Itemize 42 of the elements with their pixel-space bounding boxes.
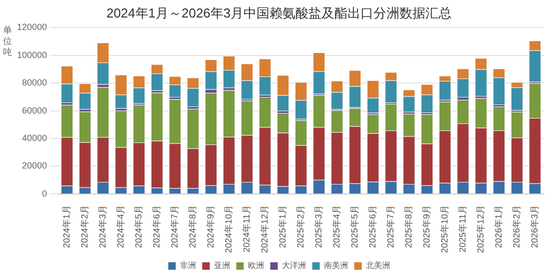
x-tick-label: 2026年1月 — [493, 204, 504, 248]
legend-label: 北美洲 — [366, 261, 390, 270]
x-tick-label: 2025年8月 — [403, 204, 414, 248]
y-tick-label: 60000 — [22, 105, 48, 116]
x-tick-label: 2025年4月 — [332, 204, 342, 248]
x-tick-label: 2024年11月 — [242, 204, 252, 252]
x-tick-label: 2025年11月 — [457, 204, 468, 252]
x-tick-label: 2024年3月 — [98, 204, 108, 248]
legend-label: 亚洲 — [214, 261, 230, 270]
y-tick-label: 20000 — [22, 160, 48, 171]
x-tick-label: 2025年1月 — [278, 204, 288, 248]
x-tick-label: 2025年9月 — [421, 204, 432, 248]
legend-label: 南美洲 — [324, 261, 348, 270]
x-tick-label: 2025年10月 — [439, 204, 450, 254]
x-tick-label: 2024年2月 — [80, 204, 90, 248]
y-tick-label: 120000 — [16, 22, 48, 32]
x-tick-label: 2024年12月 — [260, 204, 270, 254]
x-tick-label: 2024年5月 — [134, 204, 144, 248]
x-tick-label: 2025年5月 — [349, 204, 360, 248]
x-tick-label: 2024年7月 — [170, 204, 180, 248]
y-tick-label: 40000 — [22, 132, 48, 143]
x-tick-label: 2024年1月 — [62, 204, 72, 248]
y-tick-label: 100000 — [16, 50, 48, 60]
x-tick-label: 2024年8月 — [188, 204, 198, 248]
legend-label: 大洋洲 — [282, 261, 306, 270]
legend-label: 非洲 — [180, 261, 196, 270]
x-tick-label: 2024年4月 — [116, 204, 126, 248]
x-tick-label: 2025年12月 — [475, 204, 486, 254]
x-tick-label: 2026年2月 — [511, 204, 522, 248]
y-tick-label: 0 — [42, 188, 48, 198]
y-tick-label: 80000 — [22, 78, 48, 88]
x-tick-label: 2026年3月 — [529, 204, 540, 248]
x-tick-label: 2025年3月 — [314, 204, 324, 248]
x-tick-label: 2024年6月 — [152, 204, 162, 248]
x-tick-label: 2025年7月 — [385, 204, 396, 248]
x-tick-label: 2025年6月 — [367, 204, 378, 248]
x-tick-label: 2024年10月 — [224, 204, 234, 254]
x-tick-label: 2024年9月 — [206, 204, 216, 248]
chart-title: 2024年1月～2026年3月中国赖氨酸盐及酯出口分洲数据汇总 — [106, 5, 452, 20]
y-axis-title: 单位吨 — [3, 26, 13, 59]
x-tick-label: 2025年2月 — [296, 204, 306, 248]
legend-label: 欧洲 — [248, 261, 264, 270]
